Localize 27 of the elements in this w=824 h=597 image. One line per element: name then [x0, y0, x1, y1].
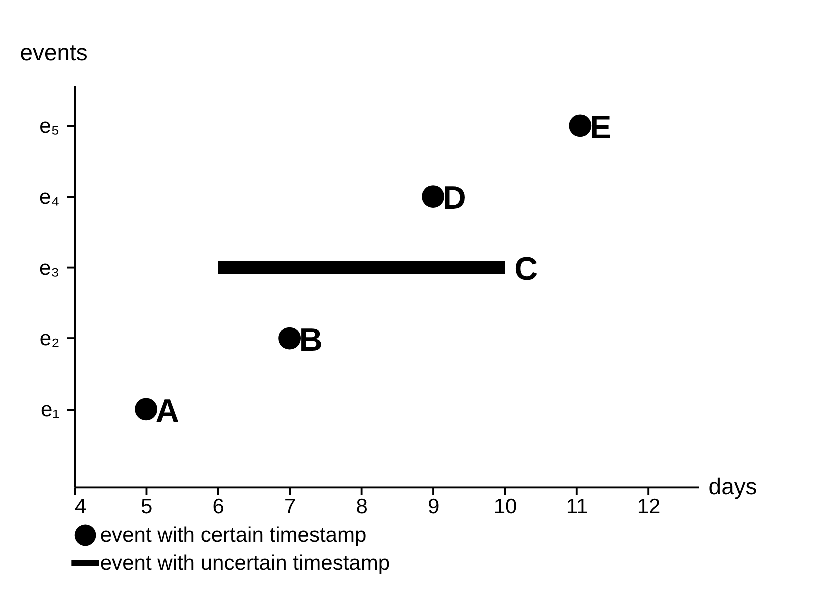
annotation: B — [299, 322, 323, 358]
x-tick-label: 11 — [566, 495, 588, 518]
x-axis-title: days — [708, 473, 758, 500]
x-tick-label: 10 — [494, 495, 518, 518]
point — [135, 398, 158, 421]
point — [422, 186, 445, 208]
x-tick-label: 6 — [212, 495, 224, 518]
point — [278, 327, 302, 350]
annotation: C — [514, 251, 538, 288]
y-tick-label: e₁ — [40, 398, 60, 422]
y-axis-title: events — [20, 39, 88, 66]
x-tick-label: 8 — [356, 495, 368, 518]
legend-label: event with certain timestamp — [100, 524, 367, 548]
point — [569, 114, 592, 138]
y-tick-label: e₂ — [40, 328, 60, 351]
x-tick-label: 5 — [140, 495, 153, 518]
y-tick-label: e₅ — [40, 115, 60, 138]
annotation: A — [156, 392, 180, 429]
legend-label: event with uncertain timestamp — [100, 552, 390, 575]
x-tick-label: 9 — [428, 495, 440, 518]
annotation: D — [442, 180, 466, 216]
y-tick-label: e₄ — [39, 186, 60, 209]
annotation: E — [590, 109, 612, 146]
y-tick-label: e₃ — [39, 256, 60, 280]
x-tick-label: 4 — [75, 495, 88, 518]
x-tick-label: 7 — [284, 495, 296, 518]
x-tick-label: 12 — [637, 495, 661, 518]
